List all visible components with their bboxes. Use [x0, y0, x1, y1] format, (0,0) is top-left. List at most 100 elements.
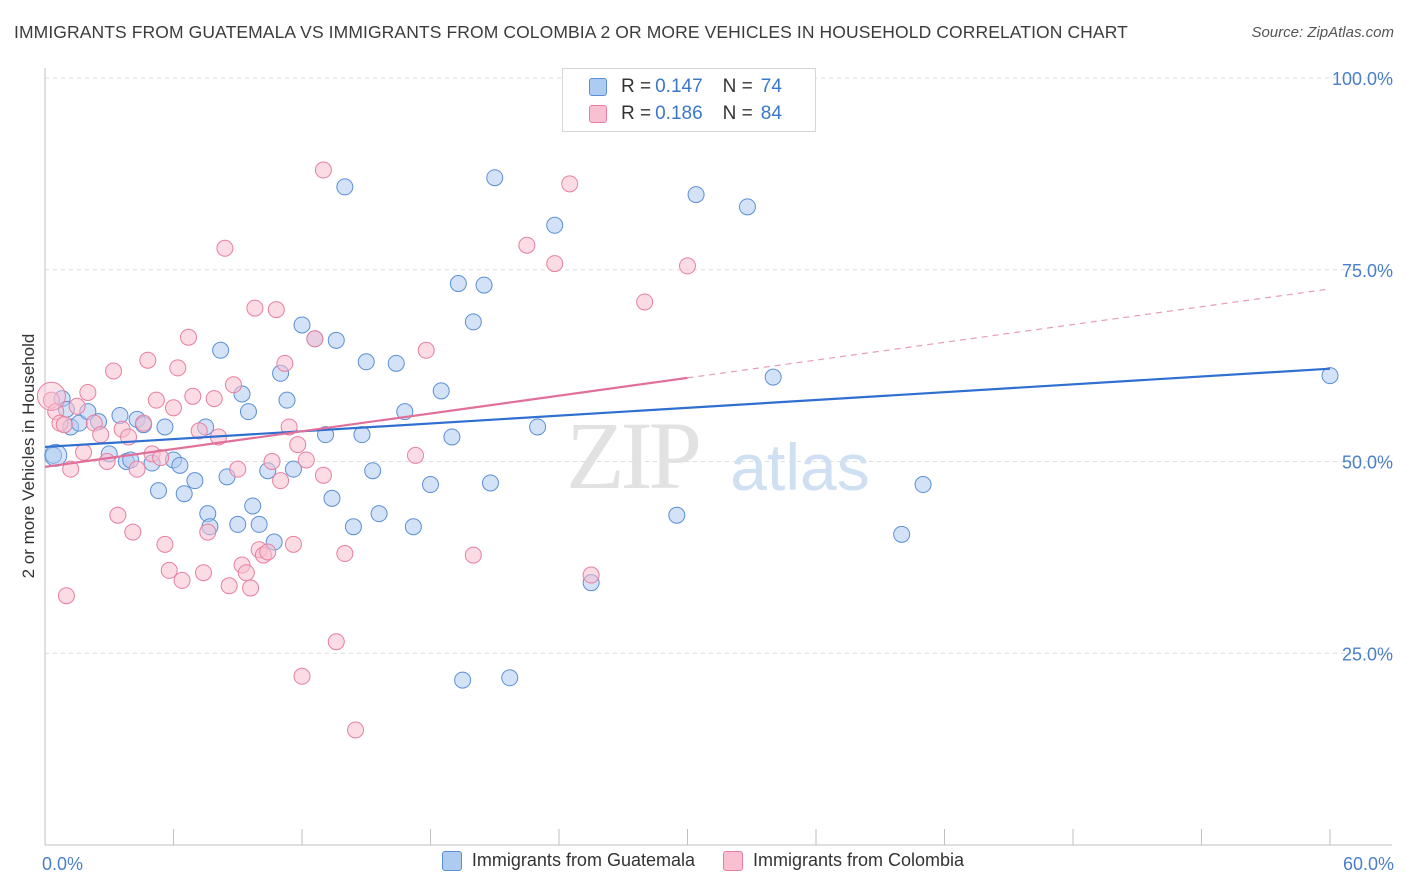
data-point-guatemala	[171, 456, 189, 474]
legend-label-colombia: Immigrants from Colombia	[753, 850, 965, 870]
data-point-colombia	[92, 426, 110, 444]
data-point-colombia	[68, 397, 86, 415]
trend-line-extension-colombia	[687, 288, 1331, 379]
n-value: 84	[760, 103, 782, 124]
data-point-guatemala	[175, 485, 193, 503]
n-label: N =	[722, 76, 753, 97]
n-value: 74	[760, 76, 782, 97]
data-point-guatemala	[738, 198, 756, 216]
y-tick-label: 25.0%	[1342, 644, 1393, 664]
data-point-guatemala	[443, 428, 461, 446]
data-point-guatemala	[449, 275, 467, 293]
data-point-colombia	[407, 446, 425, 464]
data-point-colombia	[561, 175, 579, 193]
data-point-colombia	[124, 523, 142, 541]
data-point-guatemala	[387, 354, 405, 372]
data-point-colombia	[336, 545, 354, 563]
data-point-guatemala	[481, 474, 499, 492]
data-point-colombia	[152, 449, 170, 467]
data-point-guatemala	[454, 671, 472, 689]
data-point-guatemala	[336, 178, 354, 196]
data-point-guatemala	[239, 403, 257, 421]
legend-item-guatemala[interactable]: Immigrants from Guatemala	[441, 850, 695, 871]
watermark-zip: ZIP	[566, 402, 699, 509]
data-point-guatemala	[432, 382, 450, 400]
data-point-guatemala	[475, 276, 493, 294]
data-point-colombia	[128, 460, 146, 478]
data-point-colombia	[518, 236, 536, 254]
data-point-colombia	[135, 414, 153, 432]
data-point-colombia	[156, 535, 174, 553]
watermark-atlas: atlas	[730, 430, 869, 504]
data-point-colombia	[79, 383, 97, 401]
r-value: 0.147	[655, 76, 703, 97]
series-legend: Immigrants from Guatemala Immigrants fro…	[0, 850, 1406, 871]
data-point-colombia	[165, 399, 182, 417]
data-point-colombia	[205, 390, 223, 408]
data-point-guatemala	[764, 368, 782, 386]
data-point-guatemala	[150, 482, 168, 500]
legend-label-guatemala: Immigrants from Guatemala	[471, 850, 695, 870]
data-point-colombia	[347, 721, 365, 739]
data-point-colombia	[242, 579, 260, 597]
data-point-colombia	[276, 354, 294, 372]
data-point-colombia	[237, 564, 255, 582]
data-point-guatemala	[212, 341, 230, 359]
chart-title: IMMIGRANTS FROM GUATEMALA VS IMMIGRANTS …	[14, 22, 1128, 42]
data-point-colombia	[139, 351, 157, 369]
legend-swatch-guatemala	[441, 850, 462, 871]
legend-row-guatemala: R = 0.147 N = 74	[589, 74, 782, 100]
data-point-colombia	[199, 523, 217, 541]
data-point-colombia	[62, 460, 80, 478]
data-point-colombia	[259, 543, 277, 561]
data-point-colombia	[327, 633, 345, 651]
data-point-colombia	[98, 453, 116, 470]
data-point-colombia	[272, 472, 290, 490]
correlation-legend: R = 0.147 N = 74 R = 0.186 N = 84	[562, 68, 816, 132]
trend-line-colombia	[44, 376, 688, 468]
data-point-guatemala	[357, 353, 375, 371]
data-point-colombia	[190, 422, 208, 440]
data-point-guatemala	[323, 489, 341, 507]
legend-swatch-guatemala	[589, 78, 607, 96]
data-point-guatemala	[422, 476, 439, 494]
legend-item-colombia[interactable]: Immigrants from Colombia	[723, 850, 964, 871]
data-point-colombia	[297, 451, 315, 469]
data-point-colombia	[636, 293, 654, 311]
data-point-guatemala	[687, 186, 705, 204]
data-point-guatemala	[250, 515, 268, 533]
data-point-guatemala	[284, 460, 302, 478]
data-point-colombia	[224, 376, 242, 394]
data-point-colombia	[582, 566, 600, 584]
y-tick-label: 75.0%	[1342, 261, 1393, 281]
x-tick-label: 0.0%	[42, 854, 83, 874]
data-point-colombia	[105, 362, 123, 380]
data-point-guatemala	[293, 316, 311, 334]
data-point-colombia	[173, 571, 191, 589]
data-point-guatemala	[1321, 367, 1339, 385]
data-point-colombia	[57, 587, 75, 605]
data-point-guatemala	[186, 472, 204, 490]
data-point-guatemala	[327, 331, 345, 349]
data-point-guatemala	[668, 506, 686, 524]
data-point-colombia	[289, 436, 307, 454]
data-point-colombia	[464, 546, 482, 564]
data-point-guatemala	[344, 518, 362, 536]
data-point-colombia	[314, 161, 332, 179]
data-point-colombia	[246, 299, 264, 317]
trend-line-guatemala	[44, 367, 1331, 449]
data-point-guatemala	[464, 313, 482, 331]
y-tick-label: 50.0%	[1342, 453, 1393, 473]
data-point-guatemala	[229, 515, 247, 533]
data-point-guatemala	[546, 216, 564, 234]
data-point-colombia	[306, 330, 324, 348]
y-axis-label: 2 or more Vehicles in Household	[19, 333, 38, 579]
data-point-colombia	[36, 381, 66, 411]
data-point-guatemala	[370, 505, 388, 523]
data-point-colombia	[293, 667, 311, 685]
data-point-colombia	[169, 359, 187, 377]
data-point-guatemala	[501, 669, 519, 687]
data-point-guatemala	[404, 518, 422, 536]
data-point-colombia	[216, 239, 234, 257]
